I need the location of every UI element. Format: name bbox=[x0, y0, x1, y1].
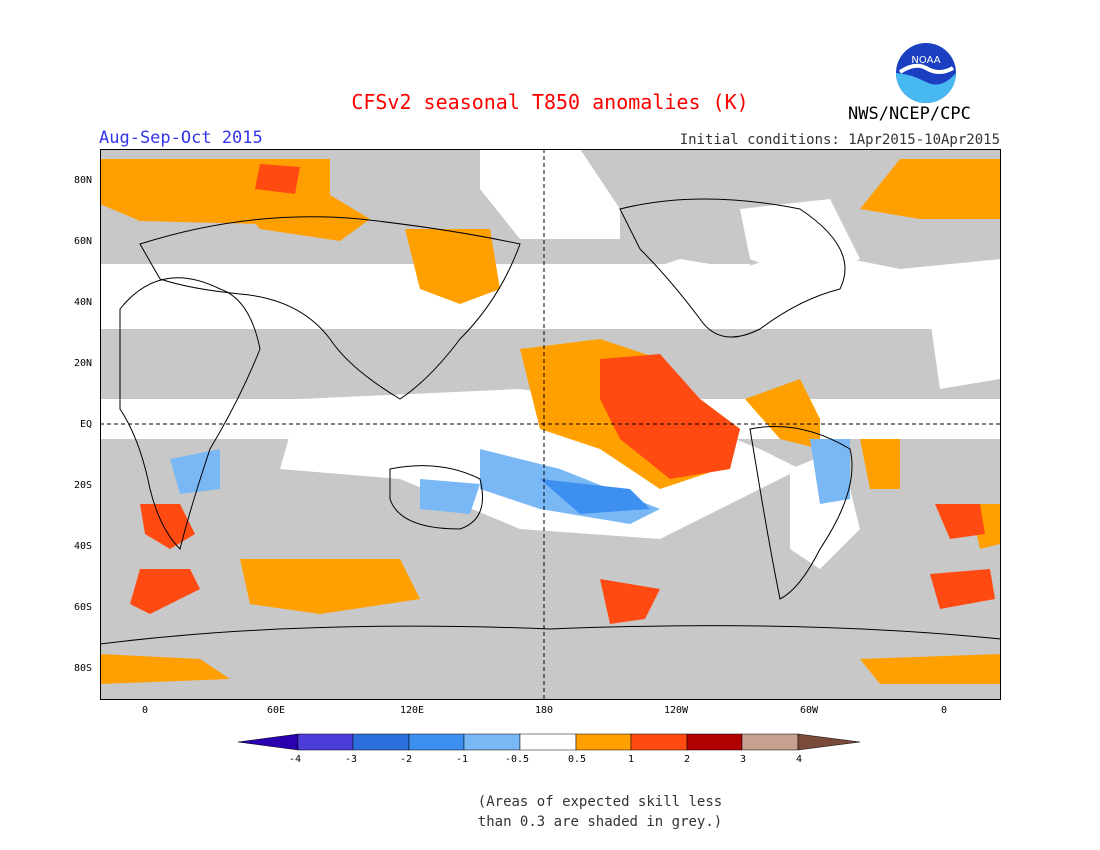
skill-note-line-2: than 0.3 are shaded in grey.) bbox=[477, 814, 723, 830]
lat-label: 80N bbox=[74, 175, 93, 186]
lon-label: 60E bbox=[267, 705, 286, 716]
noaa-logo-text: NOAA bbox=[911, 55, 940, 66]
color-bar-swatch bbox=[297, 733, 354, 751]
color-bar-arrow-right bbox=[797, 733, 861, 751]
cbar-label: -2 bbox=[400, 754, 413, 765]
color-bar-swatch bbox=[519, 733, 577, 751]
cbar-label: 1 bbox=[628, 754, 635, 765]
cbar-label: 4 bbox=[796, 754, 803, 765]
color-bar-swatch bbox=[575, 733, 632, 751]
lon-label: 120W bbox=[664, 705, 689, 716]
anomaly-map bbox=[100, 149, 1001, 700]
lat-label: 80S bbox=[74, 663, 93, 674]
cbar-label: -1 bbox=[456, 754, 469, 765]
cbar-label: -3 bbox=[345, 754, 358, 765]
lat-label: 60N bbox=[74, 236, 93, 247]
color-bar-swatch bbox=[352, 733, 410, 751]
lon-label: 60W bbox=[800, 705, 819, 716]
cbar-label: 2 bbox=[684, 754, 691, 765]
forecast-period: Aug-Sep-Oct 2015 bbox=[99, 128, 263, 148]
lat-label: 40S bbox=[74, 541, 93, 552]
lon-label: 0 bbox=[941, 705, 948, 716]
lat-label: 20S bbox=[74, 480, 93, 491]
cbar-label: -4 bbox=[289, 754, 302, 765]
map-title: CFSv2 seasonal T850 anomalies (K) bbox=[351, 90, 749, 114]
cbar-label: 3 bbox=[740, 754, 747, 765]
initial-conditions: Initial conditions: 1Apr2015-10Apr2015 bbox=[679, 132, 1000, 148]
lat-label: 60S bbox=[74, 602, 93, 613]
agency-label: NWS/NCEP/CPC bbox=[848, 104, 971, 124]
lon-label: 180 bbox=[535, 705, 554, 716]
cbar-label: -0.5 bbox=[505, 754, 530, 765]
reference-lines bbox=[100, 149, 1001, 700]
lon-label: 120E bbox=[400, 705, 425, 716]
cool-anomaly-1-to-2 bbox=[540, 479, 650, 514]
noaa-logo: NOAA bbox=[896, 43, 956, 103]
coastlines bbox=[100, 198, 1001, 645]
color-bar-swatch bbox=[463, 733, 521, 751]
skill-note-line-1: (Areas of expected skill less bbox=[477, 794, 723, 810]
skill-note: (Areas of expected skill less than 0.3 a… bbox=[470, 792, 730, 832]
lat-label: 40N bbox=[74, 297, 93, 308]
color-bar-swatch bbox=[630, 733, 688, 751]
color-bar-arrow-left bbox=[238, 733, 299, 751]
lat-label: EQ bbox=[80, 419, 93, 430]
color-bar bbox=[238, 733, 861, 751]
color-bar-swatch bbox=[741, 733, 799, 751]
lat-label: 20N bbox=[74, 358, 93, 369]
cbar-label: 0.5 bbox=[568, 754, 587, 765]
lon-label: 0 bbox=[142, 705, 149, 716]
color-bar-swatch bbox=[686, 733, 743, 751]
color-bar-swatch bbox=[408, 733, 465, 751]
warm-anomaly-1-to-2 bbox=[130, 164, 995, 624]
